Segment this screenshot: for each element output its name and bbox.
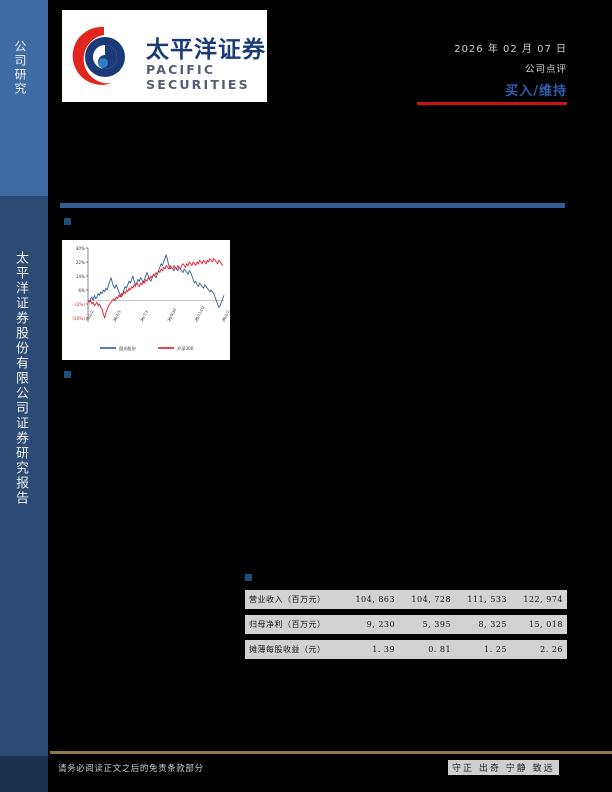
footer-divider <box>50 751 612 754</box>
svg-text:国光股份: 国光股份 <box>119 345 137 352</box>
company-logo: 太平洋证券 PACIFIC SECURITIES <box>62 10 267 102</box>
svg-text:22%: 22% <box>76 260 85 265</box>
pacific-securities-logo-icon <box>72 26 125 85</box>
table-cell-value: 111, 533 <box>455 590 511 609</box>
svg-text:26/11/02: 26/11/02 <box>193 305 206 323</box>
table-row: 归母净利（百万元） 9, 230 5, 395 8, 325 15, 018 <box>245 615 567 634</box>
logo-english-name: PACIFIC SECURITIES <box>146 62 250 92</box>
report-header: 2026 年 02 月 07 日 公司点评 买入/维持 <box>337 40 567 105</box>
report-kind: 公司点评 <box>524 64 567 75</box>
logo-chinese-name: 太平洋证券 <box>146 37 266 63</box>
sidebar-top-label: 公司研究 <box>13 40 27 96</box>
svg-text:沪深300: 沪深300 <box>177 345 194 352</box>
svg-text:(10%): (10%) <box>72 316 85 321</box>
rating-badge: 买入/维持 <box>505 84 567 99</box>
svg-text:26/2/2: 26/2/2 <box>220 309 230 323</box>
rating-underline <box>417 102 567 105</box>
table-cell-value: 9, 230 <box>343 615 400 634</box>
footer-disclaimer: 请务必阅读正文之后的免责条款部分 <box>58 764 204 774</box>
table-cell-value: 15, 018 <box>511 615 567 634</box>
sidebar-section-research: 公司研究 <box>0 0 48 196</box>
svg-text:26/4/3: 26/4/3 <box>112 309 122 323</box>
relative-performance-chart: 30% 22% 14% 6% (2%) (10%) 26/2/2 26/4/3 26/7/3 26… <box>62 240 230 360</box>
table-cell-value: 5, 395 <box>399 615 456 634</box>
svg-text:26/2/2: 26/2/2 <box>84 309 94 323</box>
table-row-label: 归母净利（百万元） <box>245 615 344 634</box>
table-row-label: 摊薄每股收益（元） <box>245 640 344 659</box>
table-row-spacer <box>245 634 567 640</box>
table-cell-value: 8, 325 <box>455 615 511 634</box>
svg-text:6%: 6% <box>78 288 85 293</box>
chart-canvas: 30%22%14%6%(2%)(10%) 26/2/2 26/4/3 26/7/3 26… <box>72 246 230 352</box>
sidebar-bottom-label: 太平洋证券股份有限公司证券研究报告 <box>13 251 28 506</box>
svg-text:(2%): (2%) <box>75 302 85 307</box>
svg-text:30%: 30% <box>76 246 85 251</box>
svg-text:26/9/30: 26/9/30 <box>166 307 178 323</box>
section-bullet-3 <box>245 574 252 581</box>
table-cell-value: 122, 974 <box>511 590 567 609</box>
svg-text:14%: 14% <box>76 274 85 279</box>
table-cell-value: 104, 728 <box>399 590 456 609</box>
section-bullet-1 <box>64 218 71 225</box>
table-row: 营业收入（百万元） 104, 863 104, 728 111, 533 122, 97… <box>245 590 567 609</box>
sidebar-section-company: 太平洋证券股份有限公司证券研究报告 <box>0 196 48 756</box>
sidebar-footer-block <box>0 756 48 792</box>
table-cell-value: 0. 81 <box>399 640 456 659</box>
footer-slogan: 守正 出奇 宁静 致远 <box>448 760 559 775</box>
table-cell-value: 2. 26 <box>511 640 567 659</box>
table-cell-value: 1. 39 <box>343 640 400 659</box>
financial-summary-table: 营业收入（百万元） 104, 863 104, 728 111, 533 122, 97… <box>245 590 567 659</box>
table-row-label: 营业收入（百万元） <box>245 590 344 609</box>
table-cell-value: 104, 863 <box>343 590 400 609</box>
section-bullet-2 <box>64 371 71 378</box>
table-row-spacer <box>245 609 567 615</box>
table-cell-value: 1. 25 <box>455 640 511 659</box>
left-sidebar: 公司研究 太平洋证券股份有限公司证券研究报告 <box>0 0 48 792</box>
table-row: 摊薄每股收益（元） 1. 39 0. 81 1. 25 2. 26 <box>245 640 567 659</box>
svg-text:26/7/3: 26/7/3 <box>139 309 149 323</box>
section-divider-bar <box>60 203 565 208</box>
report-date: 2026 年 02 月 07 日 <box>454 44 567 55</box>
